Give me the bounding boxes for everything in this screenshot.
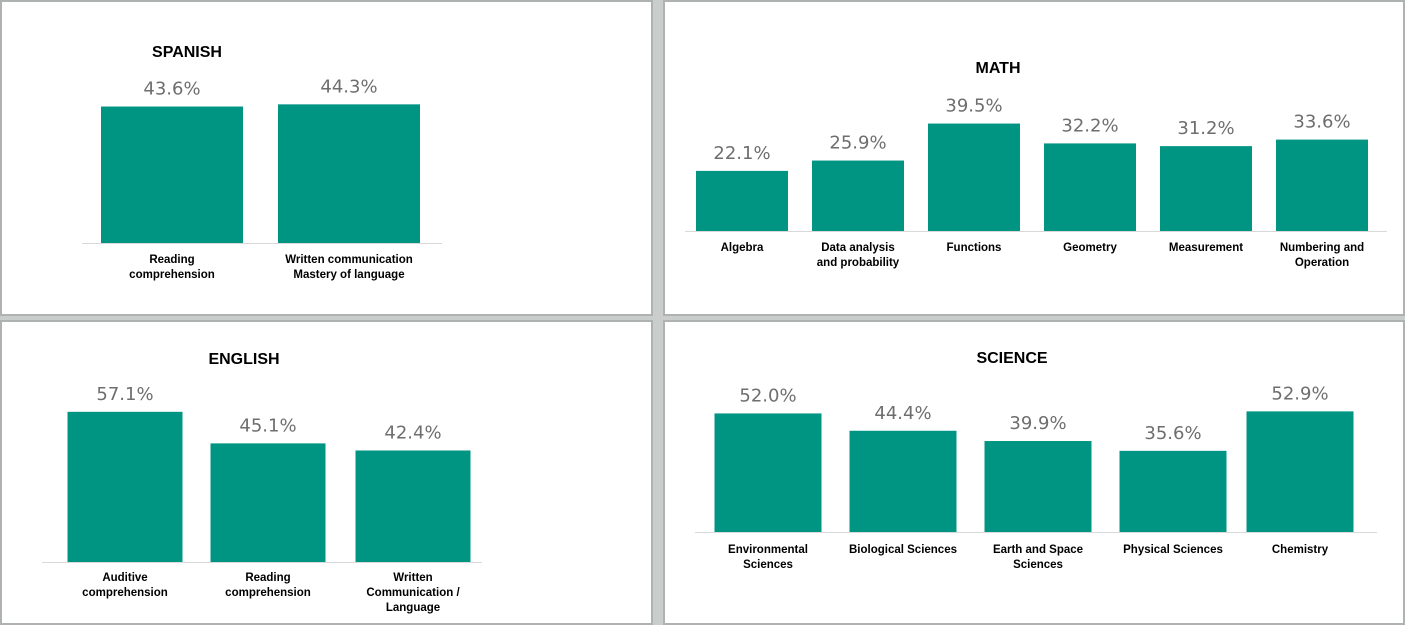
category-label: Measurement xyxy=(1169,242,1243,254)
bar xyxy=(1044,143,1136,231)
category-label-line: Mastery of language xyxy=(293,269,404,281)
category-label-line: Environmental xyxy=(728,544,808,556)
value-label: 42.4% xyxy=(384,422,441,443)
value-label: 35.6% xyxy=(1144,423,1201,444)
english-chart-panel: ENGLISH 57.1% Auditive comprehension 45.1% R… xyxy=(0,320,653,625)
bar xyxy=(928,123,1020,231)
english-bar-chart: 57.1% Auditive comprehension 45.1% Reading co… xyxy=(42,384,482,614)
bar xyxy=(984,441,1092,532)
category-label-line: Biological Sciences xyxy=(849,544,957,556)
spanish-chart-panel: SPANISH 43.6% Reading comprehension 44.3% Wr… xyxy=(0,0,653,316)
chart-title: SCIENCE xyxy=(976,350,1048,367)
value-label: 44.4% xyxy=(874,403,931,424)
bar xyxy=(355,450,471,562)
value-label: 52.9% xyxy=(1271,383,1328,404)
category-label-line: Auditive xyxy=(102,572,147,584)
bar xyxy=(1246,411,1354,532)
category-label-line: Algebra xyxy=(721,242,764,254)
bar xyxy=(696,170,788,231)
category-label-line: Measurement xyxy=(1169,242,1243,254)
category-label-line: comprehension xyxy=(129,269,215,281)
category-label: Biological Sciences xyxy=(849,544,957,556)
bar xyxy=(812,160,904,231)
chart-title: MATH xyxy=(975,60,1021,77)
category-label-line: Sciences xyxy=(1013,559,1063,571)
category-label: Earth and Space Sciences xyxy=(993,544,1083,571)
category-label: Functions xyxy=(947,242,1002,254)
category-label: Reading comprehension xyxy=(225,572,311,599)
value-label: 52.0% xyxy=(739,385,796,406)
bar xyxy=(1119,450,1227,532)
category-label-line: comprehension xyxy=(82,587,168,599)
category-label-line: Language xyxy=(386,602,440,614)
category-label: Environmental Sciences xyxy=(728,544,808,571)
category-label: Reading comprehension xyxy=(129,254,215,281)
chart-title: ENGLISH xyxy=(208,351,280,368)
category-label-line: Communication / xyxy=(366,587,460,599)
math-bar-chart: 22.1% Algebra 25.9% Data analysis and probab… xyxy=(685,96,1387,269)
category-label: Numbering and Operation xyxy=(1280,242,1364,269)
value-label: 45.1% xyxy=(239,415,296,436)
category-label: Physical Sciences xyxy=(1123,544,1223,556)
bar xyxy=(1160,146,1252,231)
spanish-bar-chart: 43.6% Reading comprehension 44.3% Written co… xyxy=(82,76,442,281)
category-label-line: Geometry xyxy=(1063,242,1117,254)
bar xyxy=(1276,139,1368,231)
category-label-line: Written xyxy=(393,572,432,584)
category-label: Written communication Mastery of language xyxy=(285,254,413,281)
value-label: 39.9% xyxy=(1009,413,1066,434)
category-label-line: Chemistry xyxy=(1272,544,1329,556)
bar xyxy=(278,104,420,243)
bar xyxy=(101,106,243,243)
chart-title: SPANISH xyxy=(152,44,222,61)
value-label: 44.3% xyxy=(320,76,377,97)
category-label-line: Data analysis xyxy=(821,242,895,254)
category-label: Auditive comprehension xyxy=(82,572,168,599)
value-label: 25.9% xyxy=(829,133,886,154)
value-label: 22.1% xyxy=(713,143,770,164)
category-label-line: Numbering and xyxy=(1280,242,1364,254)
bar xyxy=(210,443,326,562)
value-label: 39.5% xyxy=(945,96,1002,117)
category-label-line: and probability xyxy=(817,257,900,269)
science-bar-chart: 52.0% Environmental Sciences 44.4% Biologica… xyxy=(695,383,1377,571)
bar xyxy=(67,411,183,562)
category-label-line: Operation xyxy=(1295,257,1349,269)
category-label: Chemistry xyxy=(1272,544,1329,556)
category-label-line: Sciences xyxy=(743,559,793,571)
category-label-line: Reading xyxy=(149,254,194,266)
category-label-line: Physical Sciences xyxy=(1123,544,1223,556)
value-label: 32.2% xyxy=(1061,115,1118,136)
category-label: Written Communication / Language xyxy=(366,572,460,614)
bar xyxy=(849,430,957,532)
value-label: 33.6% xyxy=(1293,112,1350,133)
category-label: Geometry xyxy=(1063,242,1117,254)
category-label: Algebra xyxy=(721,242,764,254)
value-label: 43.6% xyxy=(143,79,200,100)
category-label: Data analysis and probability xyxy=(817,242,900,269)
math-chart-panel: MATH 22.1% Algebra 25.9% Data analysis and p… xyxy=(663,0,1405,316)
bar xyxy=(714,413,822,532)
category-label-line: comprehension xyxy=(225,587,311,599)
category-label-line: Functions xyxy=(947,242,1002,254)
value-label: 31.2% xyxy=(1177,118,1234,139)
category-label-line: Written communication xyxy=(285,254,413,266)
category-label-line: Reading xyxy=(245,572,290,584)
science-chart-panel: SCIENCE 52.0% Environmental Sciences 44.4% B… xyxy=(663,320,1405,625)
category-label-line: Earth and Space xyxy=(993,544,1083,556)
value-label: 57.1% xyxy=(96,384,153,405)
